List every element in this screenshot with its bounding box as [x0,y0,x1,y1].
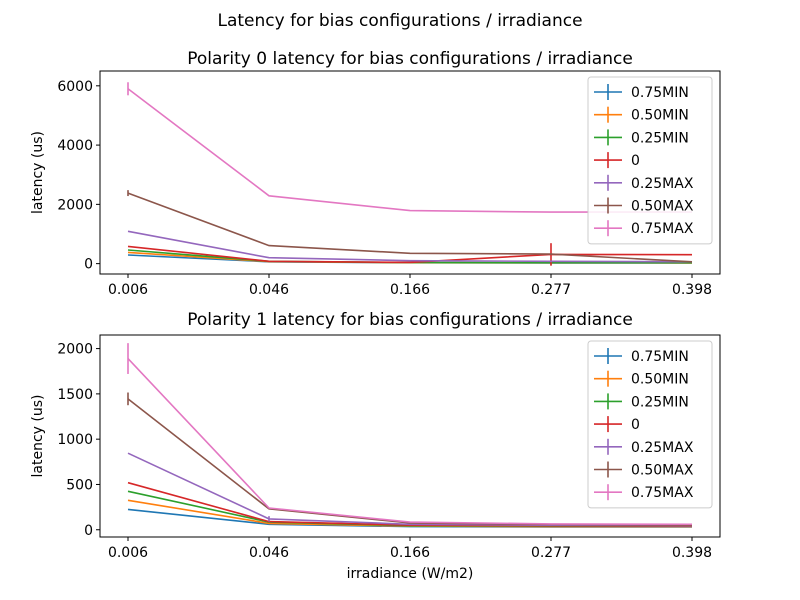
legend: 0.75MIN 0.50MIN 0.25MIN 0 0.25MAX 0.50MAX 0.75… [587,76,713,245]
y-tick-label: 1500 [57,387,93,403]
y-tick-label: 2000 [57,197,93,213]
legend-box [587,76,713,245]
y-tick-label: 1000 [57,432,93,448]
series-line-0.50MAX [127,192,693,263]
legend: 0.75MIN 0.50MIN 0.25MIN 0 0.25MAX 0.50MAX 0.75… [587,340,713,509]
y-axis-label: latency (us) [30,395,46,478]
x-tick-label: 0.166 [390,282,430,298]
x-tick-label: 0.046 [249,545,289,561]
x-axis-label: irradiance (W/m2) [347,566,474,582]
legend-label: 0.75MAX [631,221,694,237]
legend-label: 0.25MIN [631,130,689,146]
series-line-0.25MAX [127,230,693,263]
chart-panel-1: Polarity 1 latency for bias configuratio… [30,310,721,582]
x-tick-label: 0.046 [249,282,289,298]
y-tick-label: 0 [84,523,93,539]
series-line-0 [127,245,693,264]
x-tick-label: 0.277 [531,545,571,561]
legend-label: 0.50MIN [631,108,689,124]
legend-label: 0.25MIN [631,394,689,410]
legend-label: 0.75MIN [631,349,689,365]
y-tick-label: 4000 [57,138,93,154]
legend-label: 0.25MAX [631,440,694,456]
legend-label: 0.75MAX [631,485,694,501]
legend-label: 0.25MAX [631,176,694,192]
chart-panel-0: Polarity 0 latency for bias configuratio… [30,49,721,298]
legend-label: 0.75MIN [631,85,689,101]
series-line-0.75MAX [127,358,693,526]
legend-box [587,340,713,509]
y-tick-label: 500 [66,477,93,493]
legend-label: 0.50MIN [631,372,689,388]
x-tick-label: 0.398 [672,545,712,561]
y-tick-label: 0 [84,257,93,273]
legend-label: 0.50MAX [631,463,694,479]
y-tick-label: 2000 [57,342,93,358]
axes-frame [99,70,721,275]
figure-suptitle: Latency for bias configurations / irradi… [217,11,582,31]
legend-label: 0 [631,417,640,433]
legend-label: 0 [631,153,640,169]
x-tick-label: 0.277 [531,282,571,298]
axes-frame [99,334,721,538]
x-tick-label: 0.006 [108,545,148,561]
legend-label: 0.50MAX [631,199,694,215]
chart-title: Polarity 0 latency for bias configuratio… [187,49,633,69]
x-tick-label: 0.398 [672,282,712,298]
y-tick-label: 6000 [57,79,93,95]
chart-title: Polarity 1 latency for bias configuratio… [187,310,633,330]
x-tick-label: 0.166 [390,545,430,561]
y-axis-label: latency (us) [30,131,46,214]
x-tick-label: 0.006 [108,282,148,298]
